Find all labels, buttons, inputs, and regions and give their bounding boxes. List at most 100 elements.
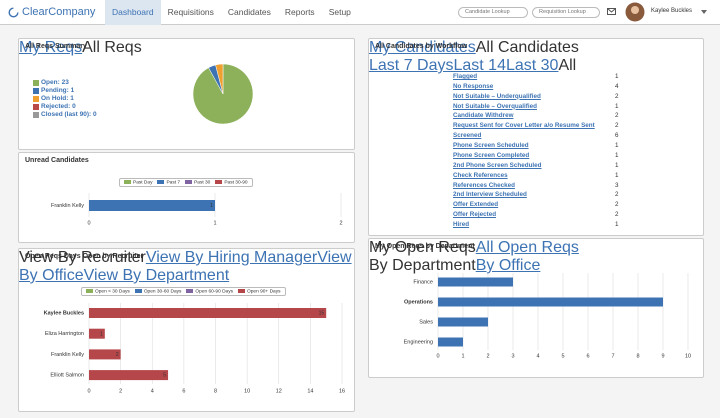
category-label[interactable]: Elliott Salmon bbox=[50, 373, 84, 379]
mail-icon[interactable] bbox=[607, 8, 616, 16]
nav-tab[interactable]: Dashboard bbox=[105, 0, 161, 25]
legend-swatch bbox=[124, 180, 131, 184]
x-tick-label: 2 bbox=[486, 353, 489, 359]
workflow-count: 1 bbox=[615, 142, 619, 150]
workflow-link[interactable]: Not Suitable – Underqualified bbox=[453, 92, 541, 100]
workflow-link[interactable]: 2nd Interview Scheduled bbox=[453, 191, 527, 199]
workflow-link[interactable]: Check References bbox=[453, 171, 508, 179]
bar-chart: 0 1 2 Franklin Kelly 1 bbox=[51, 193, 343, 226]
panel: Unread Candidates 0 1 2 Franklin Kelly 1 Past … bbox=[18, 152, 355, 243]
legend-label: Open < 30 Days bbox=[95, 289, 130, 295]
bar[interactable] bbox=[89, 349, 121, 360]
legend-swatch bbox=[33, 111, 39, 118]
legend-item[interactable]: Open 30-60 Days bbox=[134, 289, 181, 294]
avatar[interactable] bbox=[625, 2, 645, 22]
link[interactable]: My Candidates bbox=[369, 39, 476, 56]
workflow-count: 1 bbox=[615, 161, 619, 169]
workflow-link[interactable]: Request Sent for Cover Letter a/o Resume… bbox=[453, 122, 595, 130]
workflow-link[interactable]: Not Suitable – Overqualified bbox=[453, 102, 537, 110]
nav-tab[interactable]: Requisitions bbox=[167, 7, 214, 17]
link[interactable]: My Reqs bbox=[19, 39, 83, 56]
category-label[interactable]: Eliza Harrington bbox=[45, 331, 84, 337]
category-label[interactable]: Finance bbox=[413, 279, 433, 285]
user-name[interactable]: Kaylee Buckles bbox=[651, 8, 693, 14]
x-tick-label: 8 bbox=[636, 353, 639, 359]
x-tick-label: 6 bbox=[586, 353, 589, 359]
workflow-count: 1 bbox=[615, 171, 619, 179]
link[interactable]: View By Office bbox=[19, 249, 352, 284]
workflow-link[interactable]: Phone Screen Scheduled bbox=[453, 142, 529, 150]
workflow-link[interactable]: Phone Screen Completed bbox=[453, 151, 530, 159]
workflow-link[interactable]: References Checked bbox=[453, 181, 515, 189]
legend-item: Pending: 1 bbox=[33, 87, 74, 94]
nav-tab[interactable]: Reports bbox=[284, 7, 315, 17]
legend: Past Day Past 7 Past 30 Past 30-90 bbox=[119, 178, 253, 188]
workflow-link[interactable]: Candidate Withdrew bbox=[453, 112, 514, 120]
workflow-link[interactable]: Offer Extended bbox=[453, 201, 499, 209]
nav-tab[interactable]: Candidates bbox=[227, 7, 271, 17]
category-label[interactable]: Sales bbox=[419, 319, 433, 325]
legend-item[interactable]: Open 60-90 Days bbox=[186, 289, 233, 294]
workflow-link[interactable]: No Response bbox=[453, 82, 494, 90]
link[interactable]: All Open Reqs bbox=[475, 239, 579, 256]
bar[interactable] bbox=[438, 317, 488, 327]
legend-item[interactable]: Past 30 bbox=[185, 180, 210, 185]
bar[interactable] bbox=[438, 277, 513, 287]
link[interactable]: Last 14 bbox=[453, 57, 506, 74]
workflow-count: 2 bbox=[615, 122, 619, 130]
x-tick-label: 3 bbox=[511, 353, 514, 359]
link[interactable]: View By Recruiter bbox=[19, 249, 146, 266]
link[interactable]: By Office bbox=[475, 257, 541, 274]
workflow-link[interactable]: Hired bbox=[453, 221, 470, 229]
dropdown-arrow[interactable] bbox=[701, 10, 707, 14]
pie-slice bbox=[215, 63, 224, 95]
category-label[interactable]: Engineering bbox=[404, 339, 433, 345]
link[interactable]: View By Department bbox=[83, 267, 230, 284]
link[interactable]: By Department bbox=[369, 257, 476, 274]
link[interactable]: Last 7 Days bbox=[369, 57, 454, 74]
legend: Open < 30 Days Open 30-60 Days Open 60-90 … bbox=[81, 287, 286, 297]
legend-item[interactable]: Past 30-90 bbox=[215, 180, 248, 185]
link[interactable]: All Candidates bbox=[475, 39, 579, 56]
search-box[interactable]: Candidate Lookup bbox=[458, 7, 528, 18]
panel: All Candidates by Workflow My CandidatesA… bbox=[368, 38, 704, 236]
category-label[interactable]: Operations bbox=[404, 299, 433, 305]
workflow-count: 6 bbox=[615, 132, 619, 140]
workflow-count: 1 bbox=[615, 151, 619, 159]
link[interactable]: My Open Reqs bbox=[369, 239, 476, 256]
bar[interactable] bbox=[438, 297, 663, 307]
bar[interactable] bbox=[89, 328, 105, 339]
workflow-link[interactable]: 2nd Phone Screen Scheduled bbox=[453, 161, 542, 169]
link[interactable]: Last 30 bbox=[505, 57, 559, 74]
legend-item[interactable]: Past Day bbox=[124, 180, 152, 185]
workflow-link[interactable]: Offer Rejected bbox=[453, 211, 497, 219]
logo-text: ClearCompany bbox=[22, 6, 96, 18]
link-group: My CandidatesAll Candidates bbox=[369, 39, 703, 57]
link[interactable]: View By Hiring Manager bbox=[145, 249, 318, 266]
bar[interactable] bbox=[89, 370, 169, 381]
bar[interactable] bbox=[89, 200, 215, 211]
category-label[interactable]: Franklin Kelly bbox=[51, 352, 84, 358]
workflow-link[interactable]: Flagged bbox=[453, 73, 478, 80]
category-label[interactable]: Franklin Kelly bbox=[51, 203, 84, 209]
bar[interactable] bbox=[438, 337, 463, 347]
panel: Open Reqs Days Open by Recruiter View By … bbox=[18, 248, 355, 412]
link[interactable]: All bbox=[558, 57, 577, 74]
search-box[interactable]: Requisition Lookup bbox=[532, 7, 600, 18]
legend-item[interactable]: Open < 30 Days bbox=[86, 289, 130, 294]
legend-label: Past Day bbox=[133, 180, 153, 186]
nav-tab[interactable]: Setup bbox=[328, 7, 351, 17]
legend-item[interactable]: Past 7 bbox=[157, 180, 180, 185]
workflow-link[interactable]: Screened bbox=[453, 132, 482, 140]
header: ClearCompany Dashboard Requisitions Candid… bbox=[0, 0, 720, 25]
x-tick-label: 0 bbox=[87, 220, 90, 226]
bar[interactable] bbox=[89, 308, 327, 318]
x-tick-label: 16 bbox=[339, 388, 345, 394]
link[interactable]: All Reqs bbox=[82, 39, 142, 56]
x-tick-label: 9 bbox=[661, 353, 664, 359]
workflow-count: 2 bbox=[615, 112, 619, 120]
legend-item[interactable]: Open 90+ Days bbox=[238, 289, 281, 294]
logo[interactable]: ClearCompany bbox=[8, 6, 95, 18]
legend-label: Open 60-90 Days bbox=[195, 289, 234, 295]
category-label[interactable]: Kaylee Buckles bbox=[44, 310, 84, 316]
